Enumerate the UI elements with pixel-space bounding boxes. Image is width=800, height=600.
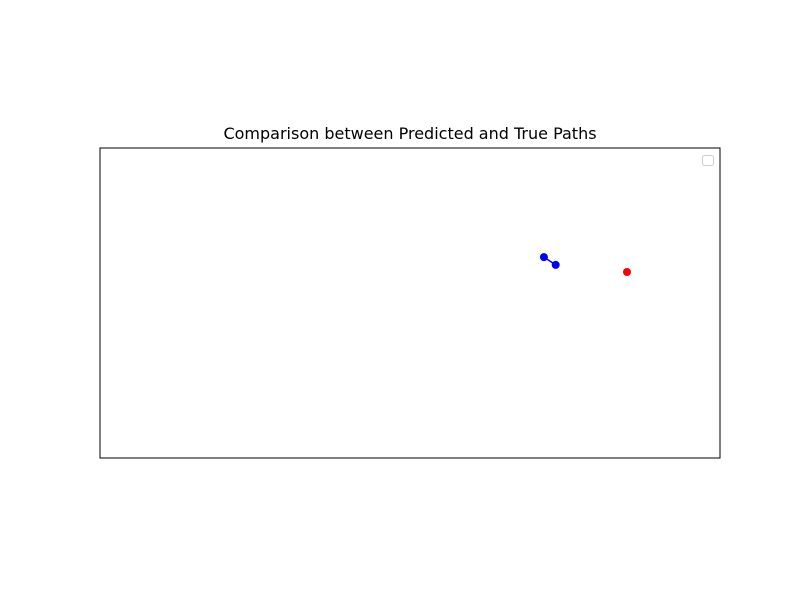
series-0-point-0 <box>539 253 548 262</box>
series-0 <box>539 253 560 269</box>
plot-area <box>99 147 721 459</box>
series-1-point-0 <box>623 268 631 276</box>
legend-box <box>702 155 714 166</box>
series-layer <box>539 253 631 276</box>
chart-title: Comparison between Predicted and True Pa… <box>223 124 596 143</box>
series-0-point-1 <box>551 260 560 269</box>
series-1 <box>623 268 631 276</box>
